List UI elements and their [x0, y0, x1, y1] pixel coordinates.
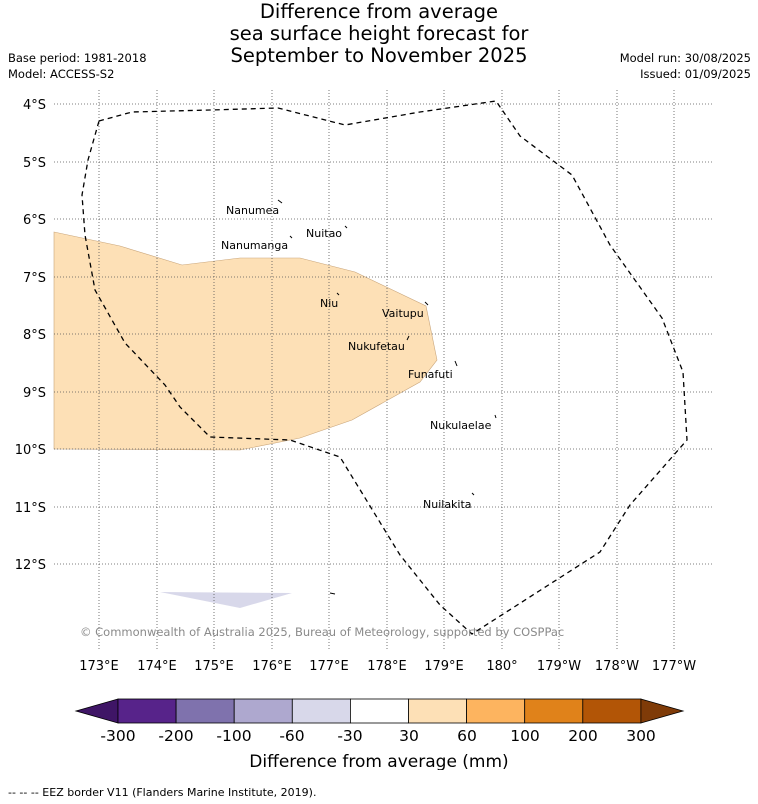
- lat-label: 7°S: [23, 271, 46, 286]
- lat-label: 5°S: [23, 156, 46, 171]
- title-line-2: sea surface height forecast for: [229, 22, 529, 45]
- lon-label: 178°E: [367, 659, 407, 674]
- lat-label: 10°S: [15, 443, 46, 458]
- island-shape-vaitupu: [424, 301, 429, 306]
- lon-label: 179°W: [537, 659, 581, 674]
- colorbar-tick: -60: [279, 727, 304, 745]
- island-label-nukufetau: Nukufetau: [348, 340, 405, 353]
- sea-surface-height-map: Nanumea Nuitao Nanumanga Niu Vaitupu Nuk…: [15, 90, 714, 674]
- lon-label: 175°E: [194, 659, 234, 674]
- lon-label: 173°E: [79, 659, 119, 674]
- lon-label: 178°W: [595, 659, 639, 674]
- colorbar-cell: [175, 698, 235, 724]
- title-line-3: September to November 2025: [230, 44, 528, 67]
- colorbar-cell: [524, 698, 584, 724]
- island-shape-southern: [329, 592, 336, 595]
- island-shape-nukufetau: [406, 335, 410, 341]
- copyright-text: © Commonwealth of Australia 2025, Bureau…: [80, 625, 564, 639]
- island-label-nanumanga: Nanumanga: [221, 239, 288, 252]
- eez-border: [81, 100, 688, 635]
- lat-label: 4°S: [23, 98, 46, 113]
- colorbar-cell: [466, 698, 526, 724]
- lat-gridlines: [54, 103, 714, 565]
- colorbar-cell: [117, 698, 177, 724]
- lon-label: 179°E: [424, 659, 464, 674]
- lat-label: 8°S: [23, 328, 46, 343]
- colorbar-arrow-left: [74, 698, 119, 724]
- colorbar-tick: -300: [100, 727, 135, 745]
- colorbar-tick: -100: [216, 727, 251, 745]
- lat-label: 6°S: [23, 213, 46, 228]
- base-period-label: Base period: 1981-2018: [8, 51, 147, 65]
- colorbar: -300 -200 -100 -60 -30 30 60 100 200 300…: [74, 698, 685, 770]
- lon-label: 177°W: [652, 659, 696, 674]
- colorbar-cell: [582, 698, 642, 724]
- lat-label: 12°S: [15, 558, 46, 573]
- island-label-funafuti: Funafuti: [408, 368, 453, 381]
- anomaly-region-30-60: [53, 231, 438, 451]
- colorbar-tick: 300: [626, 727, 656, 745]
- lon-label: 177°E: [309, 659, 349, 674]
- lon-label: 176°E: [252, 659, 292, 674]
- colorbar-tick: 60: [457, 727, 477, 745]
- island-label-vaitupu: Vaitupu: [382, 307, 424, 320]
- island-shape-nanumanga: [289, 235, 293, 239]
- colorbar-tick: -30: [337, 727, 362, 745]
- colorbar-tick: 100: [510, 727, 540, 745]
- model-run-label: Model run: 30/08/2025: [619, 51, 751, 65]
- island-shape-nuilakita: [471, 492, 475, 496]
- island-shapes: [277, 199, 497, 595]
- island-label-nuilakita: Nuilakita: [423, 498, 472, 511]
- lon-label: 180°: [486, 659, 517, 674]
- model-label: Model: ACCESS-S2: [8, 67, 115, 81]
- island-shape-niu: [336, 292, 340, 296]
- colorbar-tick: 200: [568, 727, 598, 745]
- island-label-niu: Niu: [320, 297, 338, 310]
- lat-label: 9°S: [23, 386, 46, 401]
- issued-label: Issued: 01/09/2025: [640, 67, 751, 81]
- island-shape-funafuti: [454, 360, 458, 367]
- lon-label: 174°E: [137, 659, 177, 674]
- colorbar-tick: 30: [399, 727, 419, 745]
- lat-label: 11°S: [15, 501, 46, 516]
- island-label-nanumea: Nanumea: [226, 204, 279, 217]
- island-label-nukulaelae: Nukulaelae: [430, 419, 492, 432]
- lon-gridlines: [98, 90, 675, 650]
- colorbar-cell: [408, 698, 467, 724]
- colorbar-cell: [291, 698, 351, 724]
- colorbar-arrow-right: [640, 698, 685, 724]
- colorbar-cell: [233, 698, 293, 724]
- colorbar-title: Difference from average (mm): [249, 752, 508, 770]
- island-shape-nukulaelae: [494, 414, 497, 419]
- eez-border-legend: -- -- -- EEZ border V11 (Flanders Marine…: [8, 786, 317, 799]
- island-shape-nanumea: [277, 199, 283, 204]
- colorbar-cell: [349, 698, 409, 724]
- title-line-1: Difference from average: [259, 0, 499, 23]
- island-label-nuitao: Nuitao: [306, 227, 342, 240]
- anomaly-region-negative: [160, 592, 292, 608]
- colorbar-tick: -200: [158, 727, 193, 745]
- island-shape-nuitao: [344, 225, 348, 229]
